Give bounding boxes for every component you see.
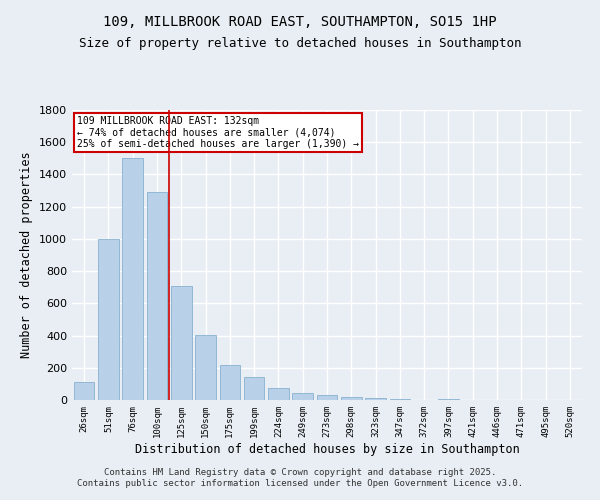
Bar (220, 366, 240, 400)
X-axis label: Distribution of detached houses by size in Southampton: Distribution of detached houses by size … (134, 442, 520, 456)
Bar (268, 388, 289, 400)
Bar (98, 239, 119, 400)
Bar (341, 397, 362, 400)
Bar (365, 398, 386, 400)
Bar (317, 395, 337, 400)
Bar (292, 393, 313, 400)
Bar (171, 286, 191, 400)
Text: Contains HM Land Registry data © Crown copyright and database right 2025.
Contai: Contains HM Land Registry data © Crown c… (77, 468, 523, 487)
Text: 109, MILLBROOK ROAD EAST, SOUTHAMPTON, SO15 1HP: 109, MILLBROOK ROAD EAST, SOUTHAMPTON, S… (103, 15, 497, 29)
Bar (438, 399, 459, 400)
Bar (74, 382, 94, 400)
Y-axis label: Number of detached properties: Number of detached properties (20, 152, 34, 358)
Bar (146, 192, 167, 400)
Bar (244, 378, 265, 400)
Bar (122, 158, 143, 400)
Text: Size of property relative to detached houses in Southampton: Size of property relative to detached ho… (79, 38, 521, 51)
Bar (389, 399, 410, 400)
Text: 109 MILLBROOK ROAD EAST: 132sqm
← 74% of detached houses are smaller (4,074)
25%: 109 MILLBROOK ROAD EAST: 132sqm ← 74% of… (77, 116, 359, 149)
Bar (195, 335, 216, 400)
